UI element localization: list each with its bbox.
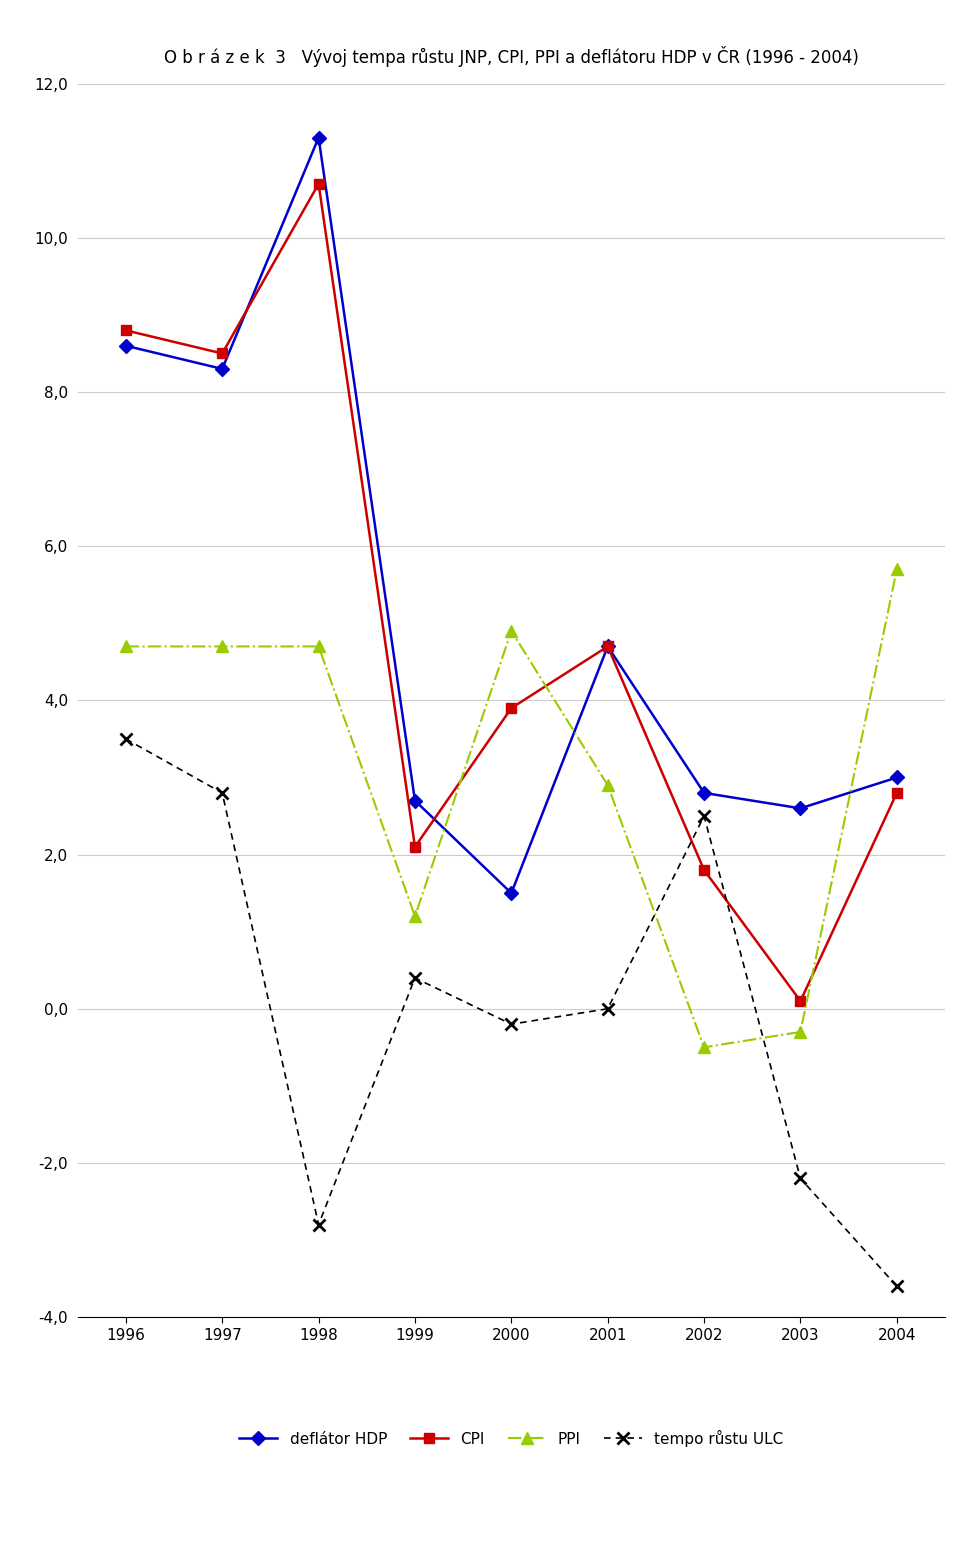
Title: O b r á z e k  3   Vývoj tempa růstu JNP, CPI, PPI a deflátoru HDP v ČR (1996 - : O b r á z e k 3 Vývoj tempa růstu JNP, C… <box>164 46 859 66</box>
Legend: deflátor HDP, CPI, PPI, tempo růstu ULC: deflátor HDP, CPI, PPI, tempo růstu ULC <box>233 1424 790 1453</box>
